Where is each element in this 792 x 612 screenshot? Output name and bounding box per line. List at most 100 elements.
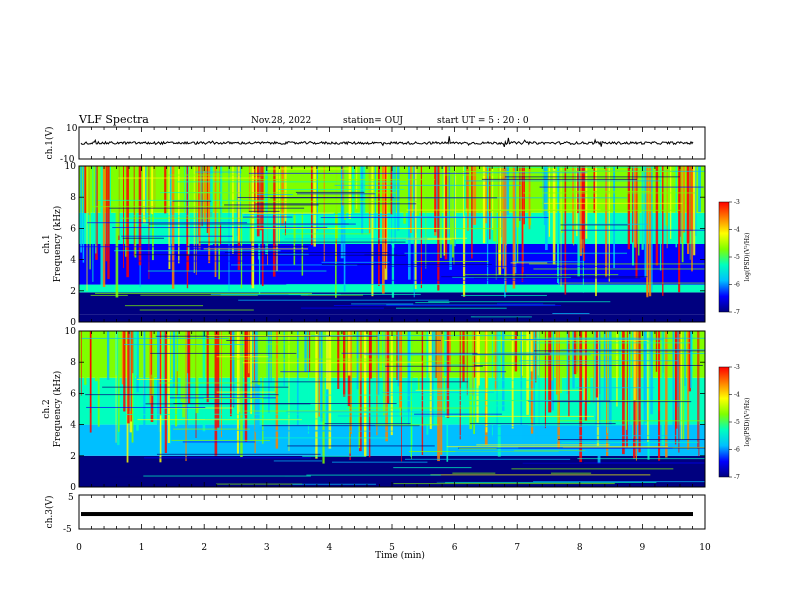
- spectrogram-streak: [561, 441, 699, 443]
- spectrogram-streak: [512, 261, 585, 263]
- spectrogram-streak: [388, 265, 607, 267]
- sferic-column: [270, 331, 272, 383]
- sferic-column: [452, 166, 454, 258]
- spectrogram-streak: [445, 415, 594, 417]
- sferic-column: [453, 166, 455, 265]
- sferic-column: [80, 331, 82, 396]
- sferic-column: [638, 331, 641, 453]
- colorbar-tick-label: -5: [734, 254, 740, 261]
- sferic-column: [201, 166, 203, 227]
- sferic-column: [549, 331, 552, 413]
- spectrogram-streak: [398, 354, 591, 356]
- spectrogram-streak: [242, 216, 293, 218]
- sferic-column: [322, 331, 325, 464]
- spectrogram-streak: [493, 352, 591, 354]
- sferic-column: [659, 166, 662, 271]
- sferic-column: [486, 166, 489, 285]
- ch3-waveform-ylabel: ch.3(V): [44, 496, 55, 529]
- spectrogram-streak: [413, 260, 489, 262]
- x-tick-label: 4: [327, 543, 333, 553]
- ch1-spectrogram-image: [79, 166, 705, 322]
- spectrogram-streak: [321, 263, 492, 265]
- sferic-column: [678, 166, 681, 293]
- spectrogram-streak: [257, 343, 295, 345]
- sferic-column: [657, 331, 661, 461]
- spectrogram-streak: [518, 360, 678, 362]
- spectrogram-streak: [158, 382, 262, 384]
- sferic-column: [387, 331, 390, 404]
- sferic-column: [272, 166, 276, 277]
- spectrogram-streak: [220, 294, 309, 296]
- spectrogram-streak: [156, 453, 321, 455]
- spectrogram-streak: [497, 303, 544, 305]
- spectrogram-streak: [441, 276, 648, 278]
- spectrogram-streak: [243, 214, 393, 216]
- sferic-column: [371, 166, 374, 297]
- ch1-spectrogram-ylabel-frequency: Frequency (kHz): [52, 206, 63, 283]
- sferic-column: [568, 331, 570, 417]
- sferic-column: [514, 331, 518, 372]
- spectrogram-streak: [191, 247, 269, 249]
- spectrogram-streak: [473, 277, 641, 279]
- sferic-column: [385, 331, 388, 442]
- spectrogram-streak: [412, 216, 544, 218]
- spectrogram-streak: [163, 407, 234, 409]
- spectrogram-streak: [510, 262, 548, 264]
- colorbar-tick-label: -5: [734, 419, 740, 426]
- spectrogram-streak: [265, 308, 309, 310]
- spectrogram-streak: [415, 302, 450, 304]
- spectrogram-streak: [514, 450, 586, 452]
- sferic-column: [690, 331, 693, 372]
- sferic-column: [577, 166, 579, 214]
- colorbar-tick-label: -3: [734, 199, 740, 206]
- sferic-column: [293, 166, 296, 266]
- sferic-column: [153, 166, 155, 206]
- ch3-waveform-frame: [78, 494, 706, 530]
- spectrogram-streak: [446, 170, 672, 172]
- sferic-column: [440, 166, 442, 258]
- ch2-colorbar-gradient: [718, 366, 730, 478]
- spectrogram-streak: [171, 439, 270, 441]
- sferic-column: [675, 166, 678, 248]
- spectrogram-streak: [118, 177, 261, 179]
- spectrogram-streak: [469, 423, 616, 425]
- x-tick-label: 9: [640, 543, 646, 553]
- sferic-column: [459, 331, 461, 440]
- spectrogram-streak: [140, 294, 258, 296]
- x-tick-label: 2: [201, 543, 207, 553]
- sferic-column: [172, 331, 176, 387]
- spectrogram-streak: [533, 350, 705, 352]
- sferic-column: [644, 331, 647, 423]
- sferic-column: [684, 331, 686, 386]
- spectrogram-streak: [461, 294, 547, 296]
- sferic-column: [504, 166, 506, 298]
- x-axis-label: Time (min): [375, 550, 425, 561]
- spectrogram-streak: [452, 276, 571, 278]
- sferic-column: [504, 166, 505, 244]
- sferic-column: [655, 331, 658, 372]
- sferic-column: [641, 166, 644, 250]
- sferic-column: [135, 331, 138, 376]
- spectrogram-streak: [254, 227, 451, 229]
- spectrogram-streak: [435, 388, 545, 390]
- spectrogram-streak: [122, 237, 164, 239]
- spectrogram-streak: [414, 413, 502, 415]
- sferic-column: [202, 331, 206, 432]
- spectrogram-streak: [560, 224, 628, 226]
- sferic-column: [304, 331, 307, 373]
- spectrogram-streak: [212, 429, 331, 431]
- sferic-column: [447, 166, 449, 234]
- x-tick-label: 3: [264, 543, 270, 553]
- sferic-column: [512, 166, 516, 289]
- sferic-column: [535, 331, 537, 383]
- spectrogram-streak: [560, 229, 705, 231]
- spectrogram-streak: [269, 430, 400, 432]
- spectrogram-streak: [136, 378, 172, 380]
- sferic-column: [100, 166, 104, 292]
- sferic-column: [494, 331, 497, 391]
- sferic-column: [121, 331, 124, 385]
- spectrogram-streak: [432, 364, 466, 366]
- sferic-column: [522, 166, 525, 225]
- spectrogram-streak: [341, 352, 478, 354]
- spectrogram-streak: [288, 293, 421, 295]
